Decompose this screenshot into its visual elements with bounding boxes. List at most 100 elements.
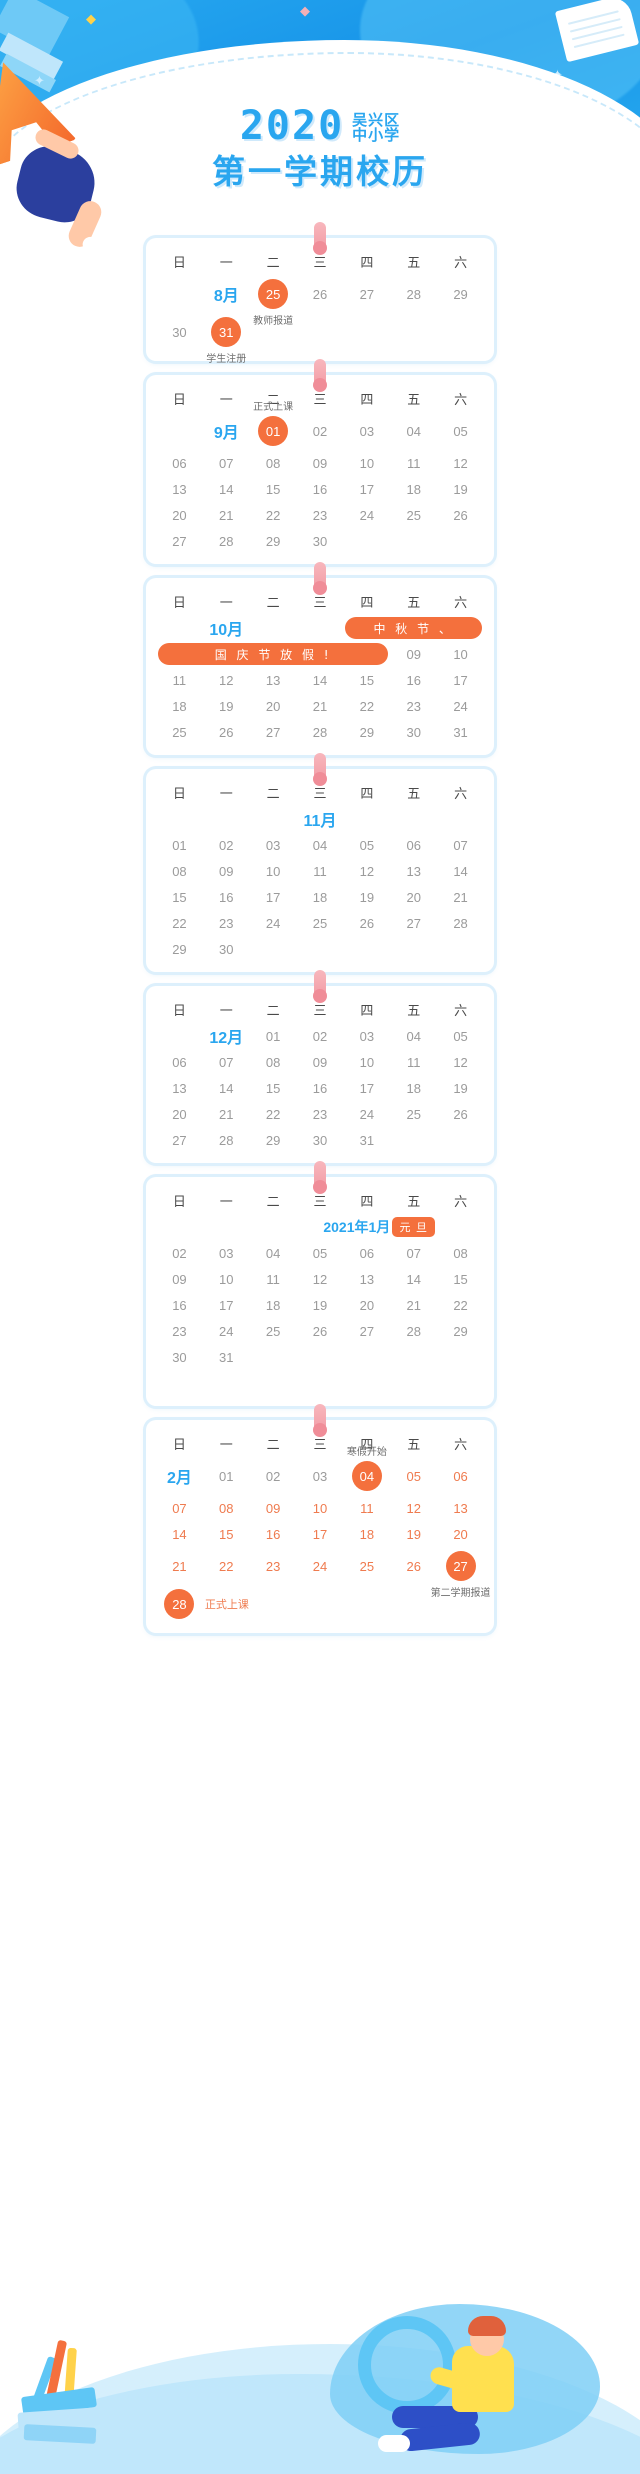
day-cell[interactable]: 06 — [172, 455, 187, 471]
day-cell[interactable]: 24 — [359, 1106, 375, 1122]
day-cell[interactable]: 12 — [406, 1500, 421, 1516]
day-cell[interactable]: 28 — [219, 1132, 234, 1148]
day-cell[interactable]: 11 — [313, 863, 327, 879]
day-cell[interactable]: 03 — [312, 1468, 328, 1484]
day-cell[interactable]: 18 — [406, 481, 421, 497]
day-cell[interactable]: 11 — [406, 1054, 421, 1070]
day-cell[interactable]: 02 — [219, 837, 234, 853]
day-cell[interactable]: 15 — [359, 672, 375, 688]
day-cell[interactable]: 22 — [359, 698, 375, 714]
day-cell[interactable]: 28 — [219, 533, 234, 549]
day-cell[interactable]: 23 — [312, 507, 328, 523]
day-cell[interactable]: 17 — [219, 1297, 234, 1313]
day-cell[interactable]: 10 — [359, 455, 375, 471]
day-cell[interactable]: 16 — [265, 1526, 281, 1542]
day-cell[interactable]: 25 — [406, 1106, 421, 1122]
day-cell[interactable]: 12 — [453, 455, 468, 471]
day-cell[interactable]: 26 — [359, 915, 375, 931]
month-label[interactable]: 2021年1月 — [323, 1219, 391, 1235]
day-cell[interactable]: 04 — [312, 837, 328, 853]
day-cell[interactable]: 26 — [453, 507, 468, 523]
day-cell[interactable]: 27 — [265, 724, 281, 740]
month-label[interactable]: 11月 — [303, 813, 337, 830]
day-cell[interactable]: 30 — [406, 724, 421, 740]
day-cell[interactable]: 14 — [219, 1080, 234, 1096]
day-cell[interactable]: 29 — [172, 941, 187, 957]
day-cell[interactable]: 27 — [172, 533, 187, 549]
day-cell[interactable]: 25 — [359, 1558, 375, 1574]
day-cell[interactable]: 21 — [172, 1558, 187, 1574]
day-cell[interactable]: 07 — [453, 837, 468, 853]
day-cell[interactable]: 27 — [406, 915, 421, 931]
day-cell[interactable]: 16 — [312, 1080, 328, 1096]
day-cell[interactable]: 16 — [406, 672, 421, 688]
day-cell[interactable]: 01 — [265, 1028, 281, 1044]
day-cell[interactable]: 26 — [406, 1558, 421, 1574]
day-cell[interactable]: 07 — [172, 1500, 187, 1516]
day-cell[interactable]: 11 — [266, 1271, 280, 1287]
day-cell[interactable]: 02 — [312, 423, 328, 439]
day-cell[interactable]: 26 — [312, 1323, 328, 1339]
day-cell[interactable]: 09 — [219, 863, 234, 879]
day-cell[interactable]: 18 — [359, 1526, 375, 1542]
day-cell[interactable]: 22 — [219, 1558, 234, 1574]
day-cell[interactable]: 31 — [453, 724, 468, 740]
day-cell-highlight[interactable]: 25 教师报道 — [250, 275, 297, 327]
day-cell[interactable]: 02 — [312, 1028, 328, 1044]
day-cell[interactable]: 25 — [406, 507, 421, 523]
day-cell[interactable]: 07 — [219, 455, 234, 471]
day-cell[interactable]: 24 — [219, 1323, 234, 1339]
month-label[interactable]: 10月 — [209, 622, 244, 639]
day-cell[interactable]: 29 — [265, 1132, 281, 1148]
day-cell[interactable]: 20 — [453, 1526, 468, 1542]
day-cell[interactable]: 09 — [312, 1054, 328, 1070]
day-cell[interactable]: 03 — [219, 1245, 234, 1261]
month-card-dec-2020[interactable]: 日一二三四五六 12月 01 02 03 04 05 06 07 08 09 10 11 12 13 14 1… — [146, 970, 494, 1163]
day-cell[interactable]: 22 — [453, 1297, 468, 1313]
day-cell[interactable]: 11 — [406, 455, 421, 471]
day-cell[interactable]: 03 — [359, 423, 375, 439]
holiday-banner[interactable]: 国 庆 节 放 假 ! — [158, 643, 389, 665]
day-cell[interactable]: 23 — [312, 1106, 328, 1122]
day-cell[interactable]: 15 — [265, 481, 281, 497]
day-cell[interactable]: 30 — [219, 941, 234, 957]
day-cell[interactable]: 18 — [406, 1080, 421, 1096]
day-cell[interactable]: 27 — [172, 1132, 187, 1148]
day-cell[interactable]: 19 — [312, 1297, 328, 1313]
day-cell[interactable]: 20 — [359, 1297, 375, 1313]
day-cell[interactable]: 28 — [312, 724, 328, 740]
day-cell[interactable]: 13 — [172, 481, 187, 497]
day-cell[interactable]: 15 — [219, 1526, 234, 1542]
day-cell[interactable]: 28 — [453, 915, 468, 931]
day-cell[interactable]: 27 — [359, 1323, 375, 1339]
day-cell[interactable]: 03 — [359, 1028, 375, 1044]
day-cell[interactable]: 22 — [172, 915, 187, 931]
day-cell[interactable]: 27 — [359, 286, 375, 302]
day-cell[interactable]: 10 — [265, 863, 281, 879]
day-cell[interactable]: 02 — [172, 1245, 187, 1261]
month-label[interactable]: 12月 — [209, 1030, 244, 1047]
day-cell[interactable]: 16 — [312, 481, 328, 497]
month-label[interactable]: 9月 — [213, 425, 239, 442]
holiday-banner[interactable]: 中 秋 节 、 — [345, 617, 482, 639]
day-cell[interactable]: 08 — [265, 1054, 281, 1070]
day-cell[interactable]: 07 — [406, 1245, 421, 1261]
day-cell[interactable]: 25 — [265, 1323, 281, 1339]
day-cell[interactable]: 19 — [359, 889, 375, 905]
day-cell[interactable]: 13 — [172, 1080, 187, 1096]
day-cell[interactable]: 21 — [219, 507, 234, 523]
day-cell[interactable]: 12 — [359, 863, 375, 879]
day-cell[interactable]: 04 — [406, 423, 421, 439]
day-cell[interactable]: 20 — [265, 698, 281, 714]
day-cell[interactable]: 23 — [406, 698, 421, 714]
day-cell[interactable]: 20 — [172, 507, 187, 523]
month-card-feb-2021[interactable]: 日 一 二 三 四 五 六 2月 01 02 03 04 寒假开始 05 06 07 08 09 10 11 12 13 1… — [146, 1404, 494, 1633]
day-cell[interactable]: 12 — [219, 672, 234, 688]
day-cell[interactable]: 14 — [172, 1526, 187, 1542]
day-cell[interactable]: 24 — [359, 507, 375, 523]
month-label[interactable]: 2月 — [166, 1470, 192, 1487]
day-cell[interactable]: 16 — [172, 1297, 187, 1313]
day-cell[interactable]: 03 — [265, 837, 281, 853]
day-cell[interactable]: 23 — [219, 915, 234, 931]
day-cell[interactable]: 19 — [406, 1526, 421, 1542]
